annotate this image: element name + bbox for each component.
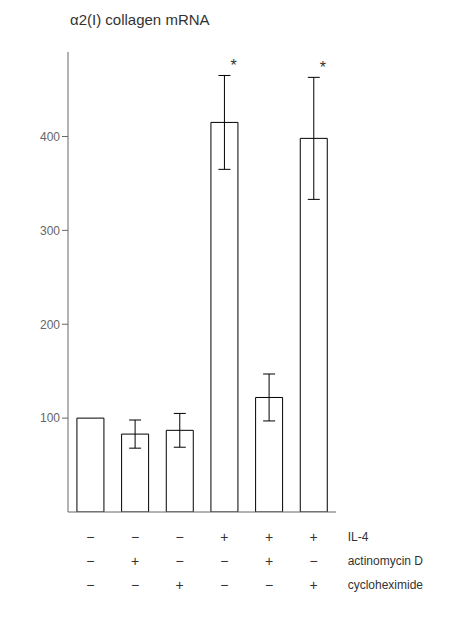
svg-text:*: * [320, 59, 326, 76]
svg-text:+: + [176, 577, 184, 593]
svg-text:−: − [265, 577, 273, 593]
svg-text:+: + [265, 553, 273, 569]
svg-text:+: + [220, 529, 228, 545]
svg-text:+: + [310, 529, 318, 545]
svg-text:200: 200 [40, 318, 60, 332]
svg-text:−: − [131, 577, 139, 593]
svg-text:−: − [176, 553, 184, 569]
svg-text:*: * [230, 57, 236, 74]
svg-text:−: − [310, 553, 318, 569]
svg-text:100: 100 [40, 411, 60, 425]
svg-text:+: + [265, 529, 273, 545]
svg-text:actinomycin D: actinomycin D [348, 554, 424, 568]
svg-text:300: 300 [40, 224, 60, 238]
svg-text:−: − [86, 529, 94, 545]
svg-text:−: − [131, 529, 139, 545]
svg-text:IL-4: IL-4 [348, 530, 369, 544]
svg-text:−: − [176, 529, 184, 545]
svg-text:−: − [86, 553, 94, 569]
svg-text:+: + [310, 577, 318, 593]
svg-text:−: − [220, 577, 228, 593]
svg-text:cycloheximide: cycloheximide [348, 578, 424, 592]
svg-text:−: − [220, 553, 228, 569]
svg-text:−: − [86, 577, 94, 593]
svg-text:+: + [131, 553, 139, 569]
svg-text:400: 400 [40, 130, 60, 144]
html-text:α2(I) collagen mRNA: α2(I) collagen mRNA [70, 11, 210, 28]
